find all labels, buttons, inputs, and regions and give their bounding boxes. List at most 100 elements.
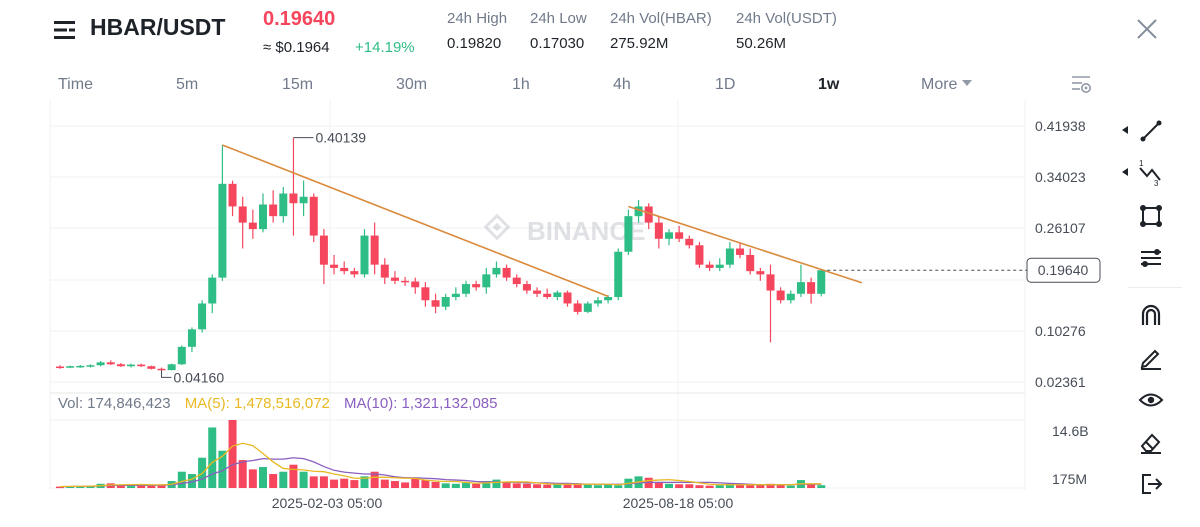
volume-ma10: MA(10): 1,321,132,085 (344, 395, 498, 412)
ma5-line (59, 442, 822, 488)
volume-value: Vol: 174,846,423 (58, 395, 171, 412)
close-icon[interactable] (1134, 16, 1160, 42)
candle-body (187, 329, 196, 347)
candlestick-chart[interactable]: BINANCE 0.41938 0.34023 0.26107 0.10276 0.02… (0, 100, 1110, 527)
volume-bar (492, 479, 501, 488)
trendline[interactable] (628, 205, 863, 284)
tab-30m[interactable]: 30m (396, 76, 428, 93)
exit-drawing-tool[interactable] (1118, 469, 1178, 499)
volume-bar (553, 484, 562, 488)
candle-body (512, 277, 521, 285)
rectangle-icon (1140, 205, 1162, 227)
candle-body (299, 196, 308, 204)
candle-body (340, 267, 349, 272)
candle-body (289, 193, 298, 204)
candle-body (421, 287, 430, 301)
volume-bar (817, 485, 826, 488)
candle-body (360, 235, 369, 275)
fibonacci-tool[interactable]: 1 3 (1118, 158, 1178, 188)
tab-more[interactable]: More (921, 76, 973, 94)
rectangle-tool[interactable] (1118, 201, 1178, 231)
volume-ma-layer (59, 442, 822, 488)
expand-triangle-icon (1122, 168, 1128, 176)
volume-bar (330, 479, 339, 488)
tab-5m[interactable]: 5m (176, 76, 199, 93)
candle-body (807, 282, 816, 294)
volume-bar (512, 483, 521, 488)
price-axis-tick: 0.26107 (1035, 220, 1086, 236)
volume-bar (654, 482, 663, 488)
candle-body (238, 206, 247, 223)
tab-1w[interactable]: 1w (818, 76, 840, 93)
candle-body (127, 364, 136, 367)
brush-tool[interactable] (1118, 342, 1178, 372)
volume-bar (279, 471, 288, 488)
volume-bar (401, 482, 410, 488)
trendlines-layer[interactable] (222, 144, 863, 298)
volume-bar (776, 484, 785, 488)
tab-4h[interactable]: 4h (613, 76, 631, 93)
pencil-icon (1140, 349, 1161, 370)
candle-body (725, 248, 734, 265)
candle-body (614, 251, 623, 298)
volume-bar (573, 483, 582, 488)
volume-bar (593, 485, 602, 488)
visibility-tool[interactable] (1118, 385, 1178, 415)
price-change-percent: +14.19% (355, 39, 415, 56)
tab-1d[interactable]: 1D (715, 76, 736, 93)
candle-body (319, 235, 328, 265)
candle-body (563, 292, 572, 304)
menu-icon[interactable] (54, 20, 76, 40)
volume-bar (116, 484, 125, 488)
trendline-tool[interactable] (1118, 116, 1178, 146)
candle-body (462, 284, 470, 294)
candle-body (675, 232, 684, 239)
tab-more-label: More (921, 76, 958, 93)
candle-body (665, 232, 673, 239)
volume-bar (340, 478, 349, 488)
stat-label: 24h Vol(HBAR) (610, 10, 712, 27)
tab-1h[interactable]: 1h (512, 76, 530, 93)
candle-body (106, 362, 115, 365)
volume-bar (725, 483, 734, 488)
volume-bar (390, 481, 399, 488)
candle-body (482, 274, 491, 288)
tab-15m[interactable]: 15m (282, 76, 314, 93)
candle-body (309, 196, 318, 236)
volume-bar (746, 485, 755, 488)
volume-bar (583, 484, 592, 488)
volume-bar (543, 484, 552, 488)
volume-ma5: MA(5): 1,478,516,072 (184, 395, 330, 412)
price-axis: 0.41938 0.34023 0.26107 0.10276 0.02361 (1035, 118, 1086, 390)
candle-body (56, 366, 64, 369)
volume-bar (137, 485, 146, 488)
eraser-tool[interactable] (1118, 427, 1178, 457)
volume-bar (380, 479, 389, 488)
volume-bar (228, 420, 237, 488)
volume-bar (289, 464, 298, 488)
candle-body (573, 303, 582, 312)
position-tool[interactable] (1118, 243, 1178, 273)
candle-body (492, 267, 501, 275)
trading-pair-symbol[interactable]: HBAR/USDT (90, 14, 226, 40)
candle-body (198, 303, 207, 330)
magnet-tool[interactable] (1118, 300, 1178, 330)
volume-bar (370, 471, 379, 488)
candle-body (431, 300, 440, 307)
volume-bar (665, 483, 673, 488)
tab-time[interactable]: Time (58, 76, 93, 93)
candle-body (208, 277, 217, 304)
stat-24h-vol-quote: 24h Vol(USDT) 50.26M (736, 10, 837, 52)
volume-bar (238, 460, 247, 488)
volume-axis-tick: 14.6B (1052, 423, 1089, 439)
magnet-icon (1141, 304, 1161, 325)
candle-body (817, 270, 826, 294)
trendline[interactable] (222, 144, 609, 298)
volume-bar (147, 485, 156, 488)
chevron-down-icon (962, 80, 973, 86)
candle-body (472, 284, 481, 288)
candle-body (279, 193, 288, 217)
volume-bar (157, 484, 166, 488)
chart-settings-icon[interactable] (1070, 73, 1092, 95)
candle-body (796, 282, 805, 294)
